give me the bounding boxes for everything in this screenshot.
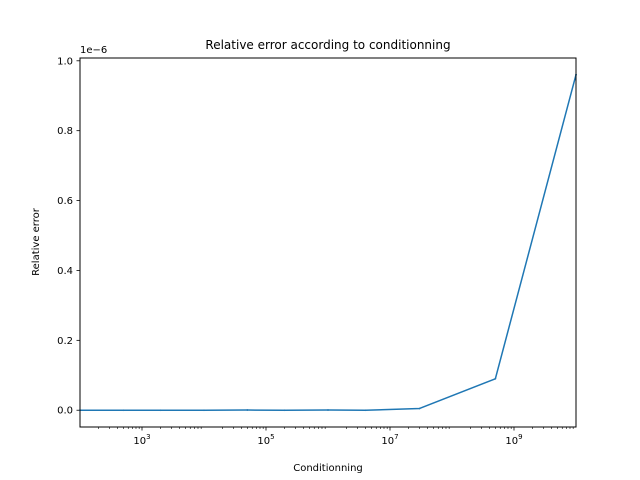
data-point — [203, 409, 205, 412]
y-axis-offset-text: 1e−6 — [80, 45, 107, 56]
data-point — [159, 409, 162, 412]
x-tick-exponent: 7 — [394, 433, 398, 441]
x-tick-label: 103 — [133, 433, 150, 447]
y-tick-label: 0.6 — [57, 196, 73, 207]
data-point — [283, 409, 286, 412]
data-point — [494, 377, 497, 380]
data-point — [122, 409, 125, 412]
y-axis-label: Relative error — [31, 207, 42, 276]
plot-frame — [79, 57, 577, 428]
series-layer — [79, 73, 577, 412]
y-tick-label: 0.8 — [57, 126, 73, 137]
x-tick-exponent: 5 — [270, 433, 274, 441]
data-point — [418, 407, 421, 410]
data-point — [246, 409, 249, 411]
x-tick-exponent: 3 — [146, 433, 150, 441]
x-tick-label: 105 — [257, 433, 274, 447]
y-tick-label: 0.4 — [57, 266, 73, 277]
y-tick-label: 0.0 — [57, 406, 73, 417]
y-tick-label: 1.0 — [57, 56, 73, 67]
data-point — [327, 409, 329, 411]
x-tick-label: 109 — [505, 433, 522, 447]
x-tick-label: 107 — [381, 433, 398, 447]
x-axis-ticks: 103 105 107 109 — [98, 427, 574, 447]
y-tick-label: 0.2 — [57, 336, 73, 347]
y-axis-ticks: 0.0 0.2 0.4 0.6 0.8 1.0 — [57, 56, 80, 417]
x-axis-label: Conditionning — [293, 463, 363, 474]
data-point — [364, 409, 367, 412]
x-tick-exponent: 9 — [518, 433, 522, 441]
chart-title: Relative error according to conditionnin… — [205, 38, 450, 52]
